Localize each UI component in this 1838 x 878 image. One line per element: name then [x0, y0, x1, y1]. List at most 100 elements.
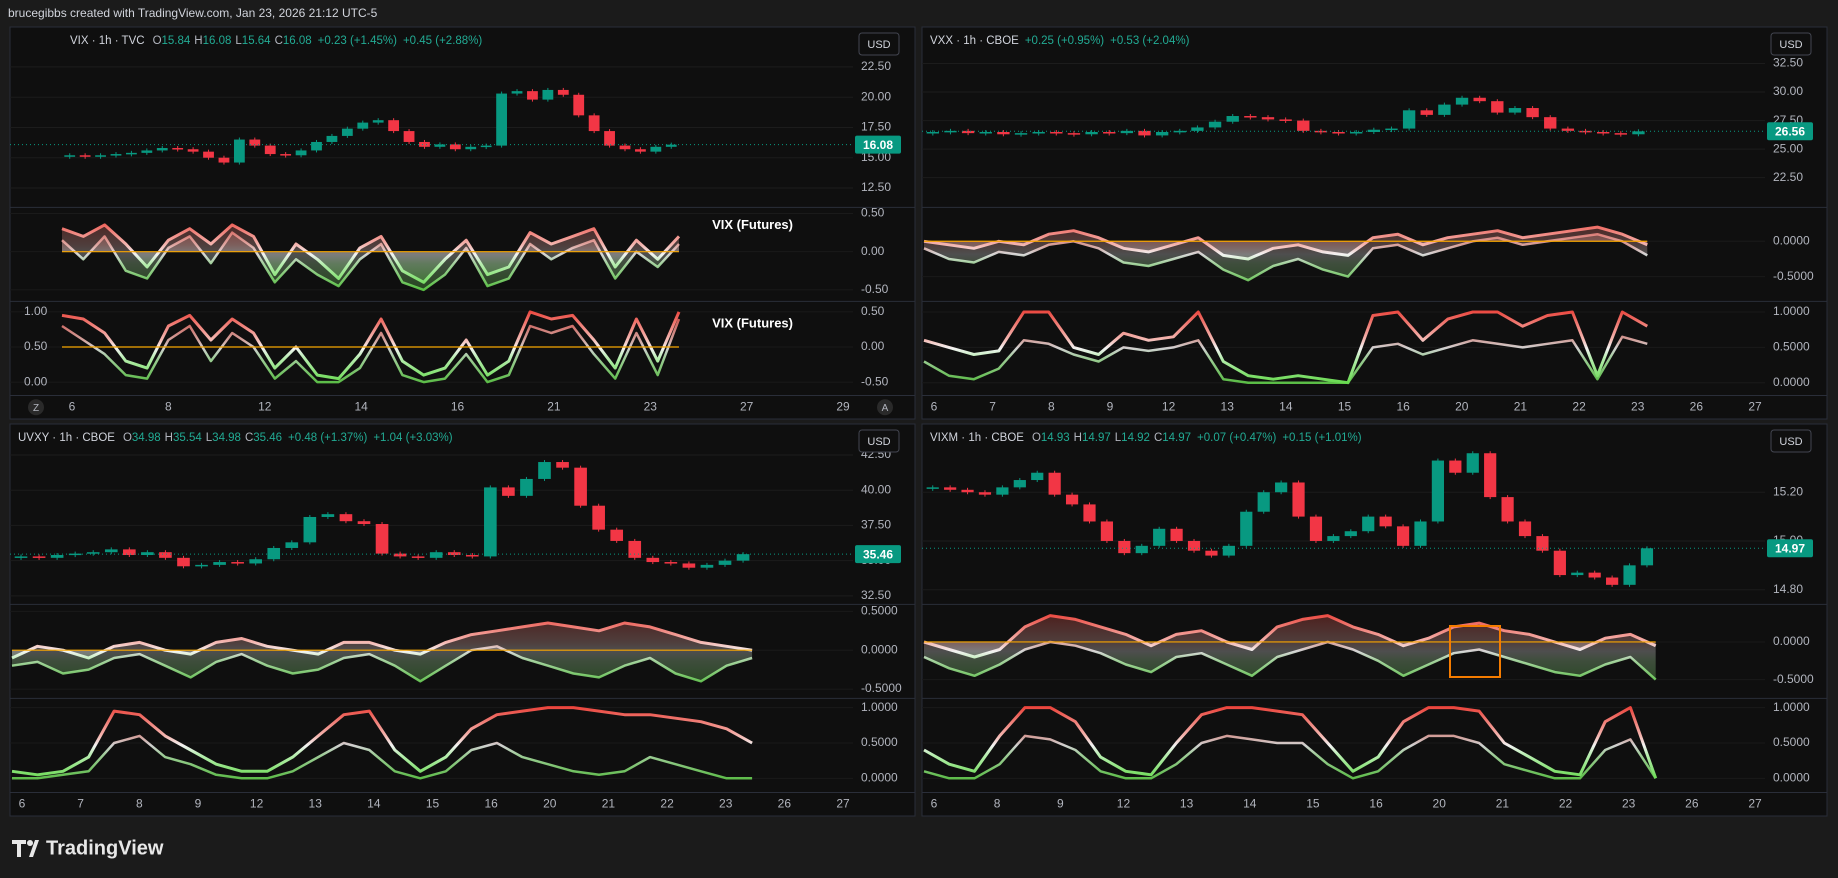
y-tick-label: -0.5000: [1773, 672, 1814, 686]
x-tick-label: 14: [1279, 399, 1293, 413]
y-tick-label: -0.5000: [861, 681, 902, 695]
candle: [1050, 131, 1063, 134]
ohlc-label: H: [194, 35, 202, 47]
axis-button[interactable]: [877, 399, 893, 416]
panel: [9, 423, 916, 817]
candle: [665, 144, 677, 147]
change-value: +0.07 (+0.47%): [1197, 432, 1276, 444]
x-tick-label: 14: [354, 399, 368, 413]
x-tick-label: 8: [165, 399, 172, 413]
indicator-line: [11, 621, 753, 660]
candle: [187, 149, 199, 152]
currency-button[interactable]: [858, 429, 900, 453]
x-tick-label: 15: [1338, 399, 1352, 413]
y-tick-label: 14.80: [1773, 582, 1803, 596]
x-tick-label: 26: [1685, 796, 1699, 810]
candle: [285, 542, 299, 548]
currency-label[interactable]: USD: [867, 436, 890, 448]
candle: [104, 549, 118, 553]
axis-button-label[interactable]: A: [882, 403, 889, 414]
currency-label[interactable]: USD: [867, 39, 890, 51]
candle: [372, 120, 384, 123]
y2-tick-label: 0.50: [861, 304, 885, 318]
candle: [1013, 480, 1026, 488]
candle: [1085, 131, 1098, 135]
candle: [1544, 117, 1557, 129]
indicator-line: [12, 734, 753, 780]
y-tick-label: 0.0000: [1773, 771, 1810, 785]
x-tick-label: 14: [367, 796, 381, 810]
candle: [1402, 110, 1416, 129]
currency-button[interactable]: [1770, 429, 1812, 453]
candle: [249, 559, 263, 564]
currency-label[interactable]: USD: [1779, 436, 1802, 448]
candle: [321, 514, 335, 517]
legend-symbol: VIXM · 1h · CBOE: [930, 432, 1024, 444]
candle: [1632, 131, 1645, 135]
ohlc-label: O: [123, 432, 132, 444]
candle: [1367, 129, 1381, 132]
x-tick-label: 16: [1396, 399, 1410, 413]
candle: [449, 144, 461, 150]
y-tick-label: 0.5000: [1773, 340, 1810, 354]
candle: [68, 553, 82, 556]
last-price-label: 16.08: [863, 138, 893, 152]
x-tick-label: 12: [1162, 399, 1176, 413]
ohlc-value: 14.93: [1041, 432, 1070, 444]
candle: [141, 552, 154, 556]
legend: VXX · 1h · CBOE +0.25 (+0.95%) +0.53 (+2.0…: [930, 35, 1190, 47]
y-tick-label: 20.00: [861, 89, 891, 103]
x-tick-label: 14: [1243, 796, 1257, 810]
ohlc-value: 14.92: [1121, 432, 1150, 444]
candle: [1032, 131, 1045, 134]
candle: [1614, 133, 1627, 135]
x-tick-label: 12: [258, 399, 272, 413]
candle: [1314, 130, 1328, 133]
candle: [1455, 97, 1469, 105]
candle: [339, 514, 353, 522]
candle: [1588, 572, 1601, 578]
x-tick-label: 9: [195, 796, 202, 810]
indicator-line: [61, 318, 681, 384]
candle: [646, 557, 660, 563]
y-tick-label: 1.0000: [1773, 700, 1810, 714]
ohlc-label: O: [1032, 432, 1041, 444]
ohlc-label: O: [153, 35, 162, 47]
candle: [295, 150, 307, 156]
axis-button[interactable]: [28, 399, 44, 416]
currency-label[interactable]: USD: [1779, 39, 1802, 51]
candle: [218, 157, 230, 163]
candle: [527, 91, 538, 100]
axis-button-label[interactable]: Z: [33, 403, 39, 414]
ohlc-value: 34.98: [132, 432, 161, 444]
candle: [1332, 131, 1345, 134]
ohlc-value: 14.97: [1082, 432, 1111, 444]
x-tick-label: 21: [547, 399, 561, 413]
change-value: +0.23 (+1.45%): [318, 35, 397, 47]
currency-button[interactable]: [858, 32, 900, 56]
last-price-badge: [855, 545, 901, 564]
y-tick-label: 15.20: [1773, 484, 1803, 498]
x-tick-label: 20: [543, 796, 557, 810]
candle: [520, 478, 533, 496]
candle: [926, 131, 939, 134]
last-price-badge: [855, 135, 901, 154]
footer-brand: TradingView: [46, 837, 164, 859]
candle: [628, 540, 642, 558]
legend-symbol: VXX · 1h · CBOE: [930, 35, 1019, 47]
candle: [1257, 492, 1270, 512]
candle: [32, 556, 46, 558]
currency-button[interactable]: [1770, 32, 1812, 56]
candle: [1640, 548, 1654, 566]
candle: [465, 146, 477, 150]
legend: VIX · 1h · TVC O15.84 H16.08 L15.64 C16.08 +0…: [70, 35, 482, 47]
x-tick-label: 16: [484, 796, 498, 810]
last-price-label: 26.56: [1775, 124, 1805, 138]
candle: [961, 489, 974, 493]
candle: [996, 487, 1009, 495]
y-tick-label: 22.50: [1773, 170, 1803, 184]
last-price-label: 35.46: [863, 547, 893, 561]
candle: [1579, 130, 1592, 133]
candle: [14, 556, 28, 558]
